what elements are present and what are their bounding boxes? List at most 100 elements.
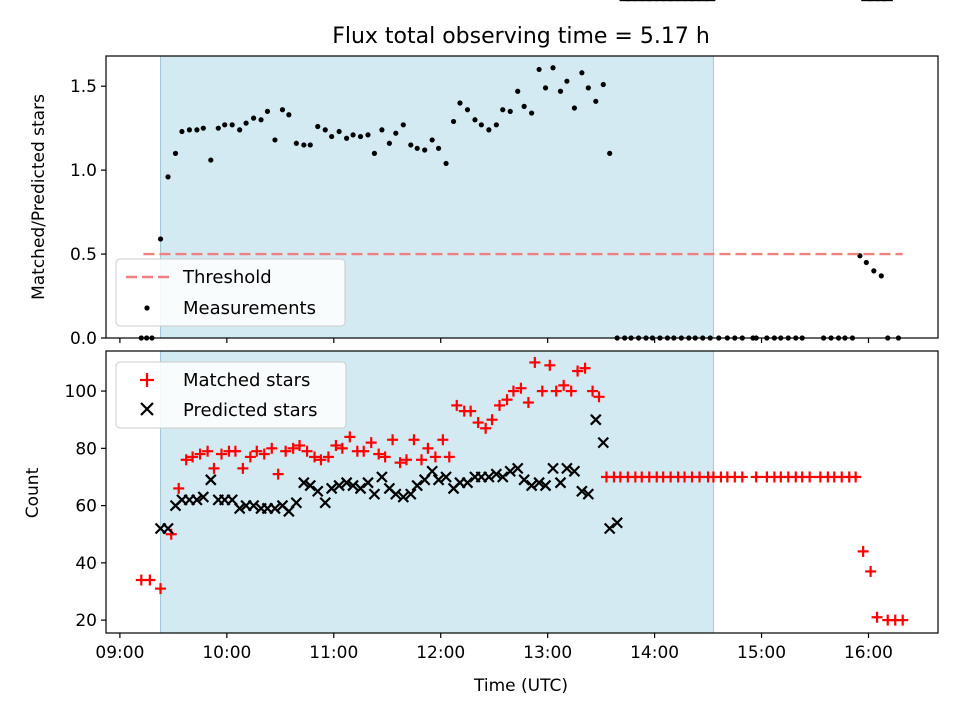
matched-legend-label: Matched stars (183, 370, 310, 391)
measurement-point (165, 174, 171, 180)
predicted-star-marker-b (340, 476, 353, 489)
bottom-x-ticks: 09:00 10:00 11:00 12:00 13:00 14:00 15:00 16:00 (95, 633, 893, 663)
matched-star-marker (515, 382, 527, 394)
matched-star-marker (344, 431, 356, 443)
matched-star-marker (309, 451, 321, 463)
matched-star-marker (280, 445, 292, 457)
predicted-star-marker-b (397, 491, 410, 503)
measurement-point (564, 78, 570, 84)
x-tick-label: 12:00 (416, 643, 465, 663)
predicted-star-marker (496, 471, 509, 483)
measurement-point (279, 107, 286, 113)
matched-star-marker (330, 439, 342, 451)
measurement-point (515, 88, 521, 94)
x-tick-label: 16:00 (844, 643, 893, 663)
predicted-star-marker-b (511, 462, 524, 475)
measurement-point (422, 147, 428, 153)
predicted-star-marker (233, 502, 246, 515)
matched-star-marker (194, 448, 206, 460)
predicted-star-marker-b (376, 471, 388, 483)
predicted-star-marker (247, 499, 260, 512)
measurement-point (208, 157, 214, 163)
matched-star-marker (558, 379, 570, 391)
predicted-star-marker (411, 479, 423, 492)
predicted-star-marker (347, 479, 359, 492)
predicted-star-marker (205, 474, 217, 486)
matched-star-marker (429, 451, 441, 463)
predicted-star-marker-b (368, 488, 381, 500)
predicted-star-marker-b (162, 522, 174, 535)
measurement-point (863, 259, 869, 266)
matched-star-marker (272, 468, 284, 480)
measurement-point (286, 112, 292, 118)
predicted-star-marker (568, 465, 581, 478)
matched-star-marker (593, 391, 605, 403)
predicted-star-marker-b (347, 479, 359, 492)
predicted-star-marker (325, 482, 338, 495)
x-tick-label: 13:00 (523, 643, 572, 663)
measurement-point (871, 268, 877, 274)
predicted-star-marker (511, 462, 524, 475)
predicted-star-marker-b (362, 476, 374, 489)
matched-star-marker (865, 565, 877, 577)
measurement-point (371, 150, 378, 156)
measurement-point (571, 105, 578, 111)
predicted-star-marker (354, 482, 367, 495)
predicted-star-marker-b (426, 465, 438, 478)
predicted-star-marker-b (191, 494, 203, 506)
matched-star-marker (480, 422, 492, 434)
matched-star-marker (451, 399, 463, 411)
observing-window-bottom (160, 350, 714, 634)
matched-star-marker (804, 471, 816, 483)
measurement-point (878, 273, 884, 279)
measurement-point (200, 125, 206, 131)
measurement-point (229, 122, 235, 128)
matched-star-marker (501, 394, 513, 406)
matched-star-marker (315, 454, 327, 466)
predicted-star-marker-b (333, 479, 345, 492)
predicted-star-marker (397, 491, 410, 503)
y-tick-label: 0.0 (70, 329, 97, 349)
predicted-star-marker (197, 491, 210, 503)
measurement-point (237, 127, 243, 133)
measurement-point (365, 132, 371, 138)
bottom-y-axis-label: Count (23, 467, 43, 518)
predicted-star-marker (518, 474, 530, 486)
matched-star-marker (529, 356, 541, 368)
measurement-point (486, 127, 492, 133)
predicted-star-marker (290, 496, 303, 509)
predicted-star-marker-b (533, 476, 545, 489)
matched-star-marker (437, 434, 449, 446)
matched-star-marker (897, 614, 909, 626)
predicted-star-marker-b (304, 479, 317, 492)
predicted-star-marker-b (547, 462, 559, 475)
predicted-star-marker (461, 476, 474, 489)
ratio-panel: 0.0 0.5 1.0 1.5 Matched/Predicted stars Thr… (29, 55, 939, 349)
matched-star-marker (750, 471, 762, 483)
x-tick-label: 09:00 (95, 643, 144, 663)
x-tick-label: 10:00 (202, 643, 251, 663)
predicted-star-marker (525, 479, 538, 492)
matched-star-marker (544, 359, 556, 371)
predicted-star-marker-b (590, 413, 602, 426)
matched-star-marker (373, 448, 385, 460)
y-tick-label: 80 (75, 439, 97, 459)
measurements-legend-marker (144, 305, 150, 311)
predicted-star-marker-b (561, 462, 573, 475)
predicted-legend-label: Predicted stars (183, 400, 317, 421)
measurement-point (186, 127, 193, 133)
chart-title: Flux total observing time = 5.17 h (332, 24, 710, 49)
measurement-point (293, 140, 299, 146)
bottom-y-ticks: 20 40 60 80 100 (65, 382, 106, 631)
measurement-point (464, 107, 471, 113)
predicted-star-marker-b (576, 485, 588, 498)
matched-star-marker (358, 445, 370, 457)
matched-legend-marker (140, 373, 154, 387)
top-panel-frame (105, 55, 939, 339)
matched-star-marker (202, 445, 214, 457)
measurement-point (542, 85, 549, 91)
threshold-legend-label: Threshold (182, 267, 272, 288)
predicted-star-marker (311, 485, 324, 498)
measurement-point (607, 150, 613, 156)
